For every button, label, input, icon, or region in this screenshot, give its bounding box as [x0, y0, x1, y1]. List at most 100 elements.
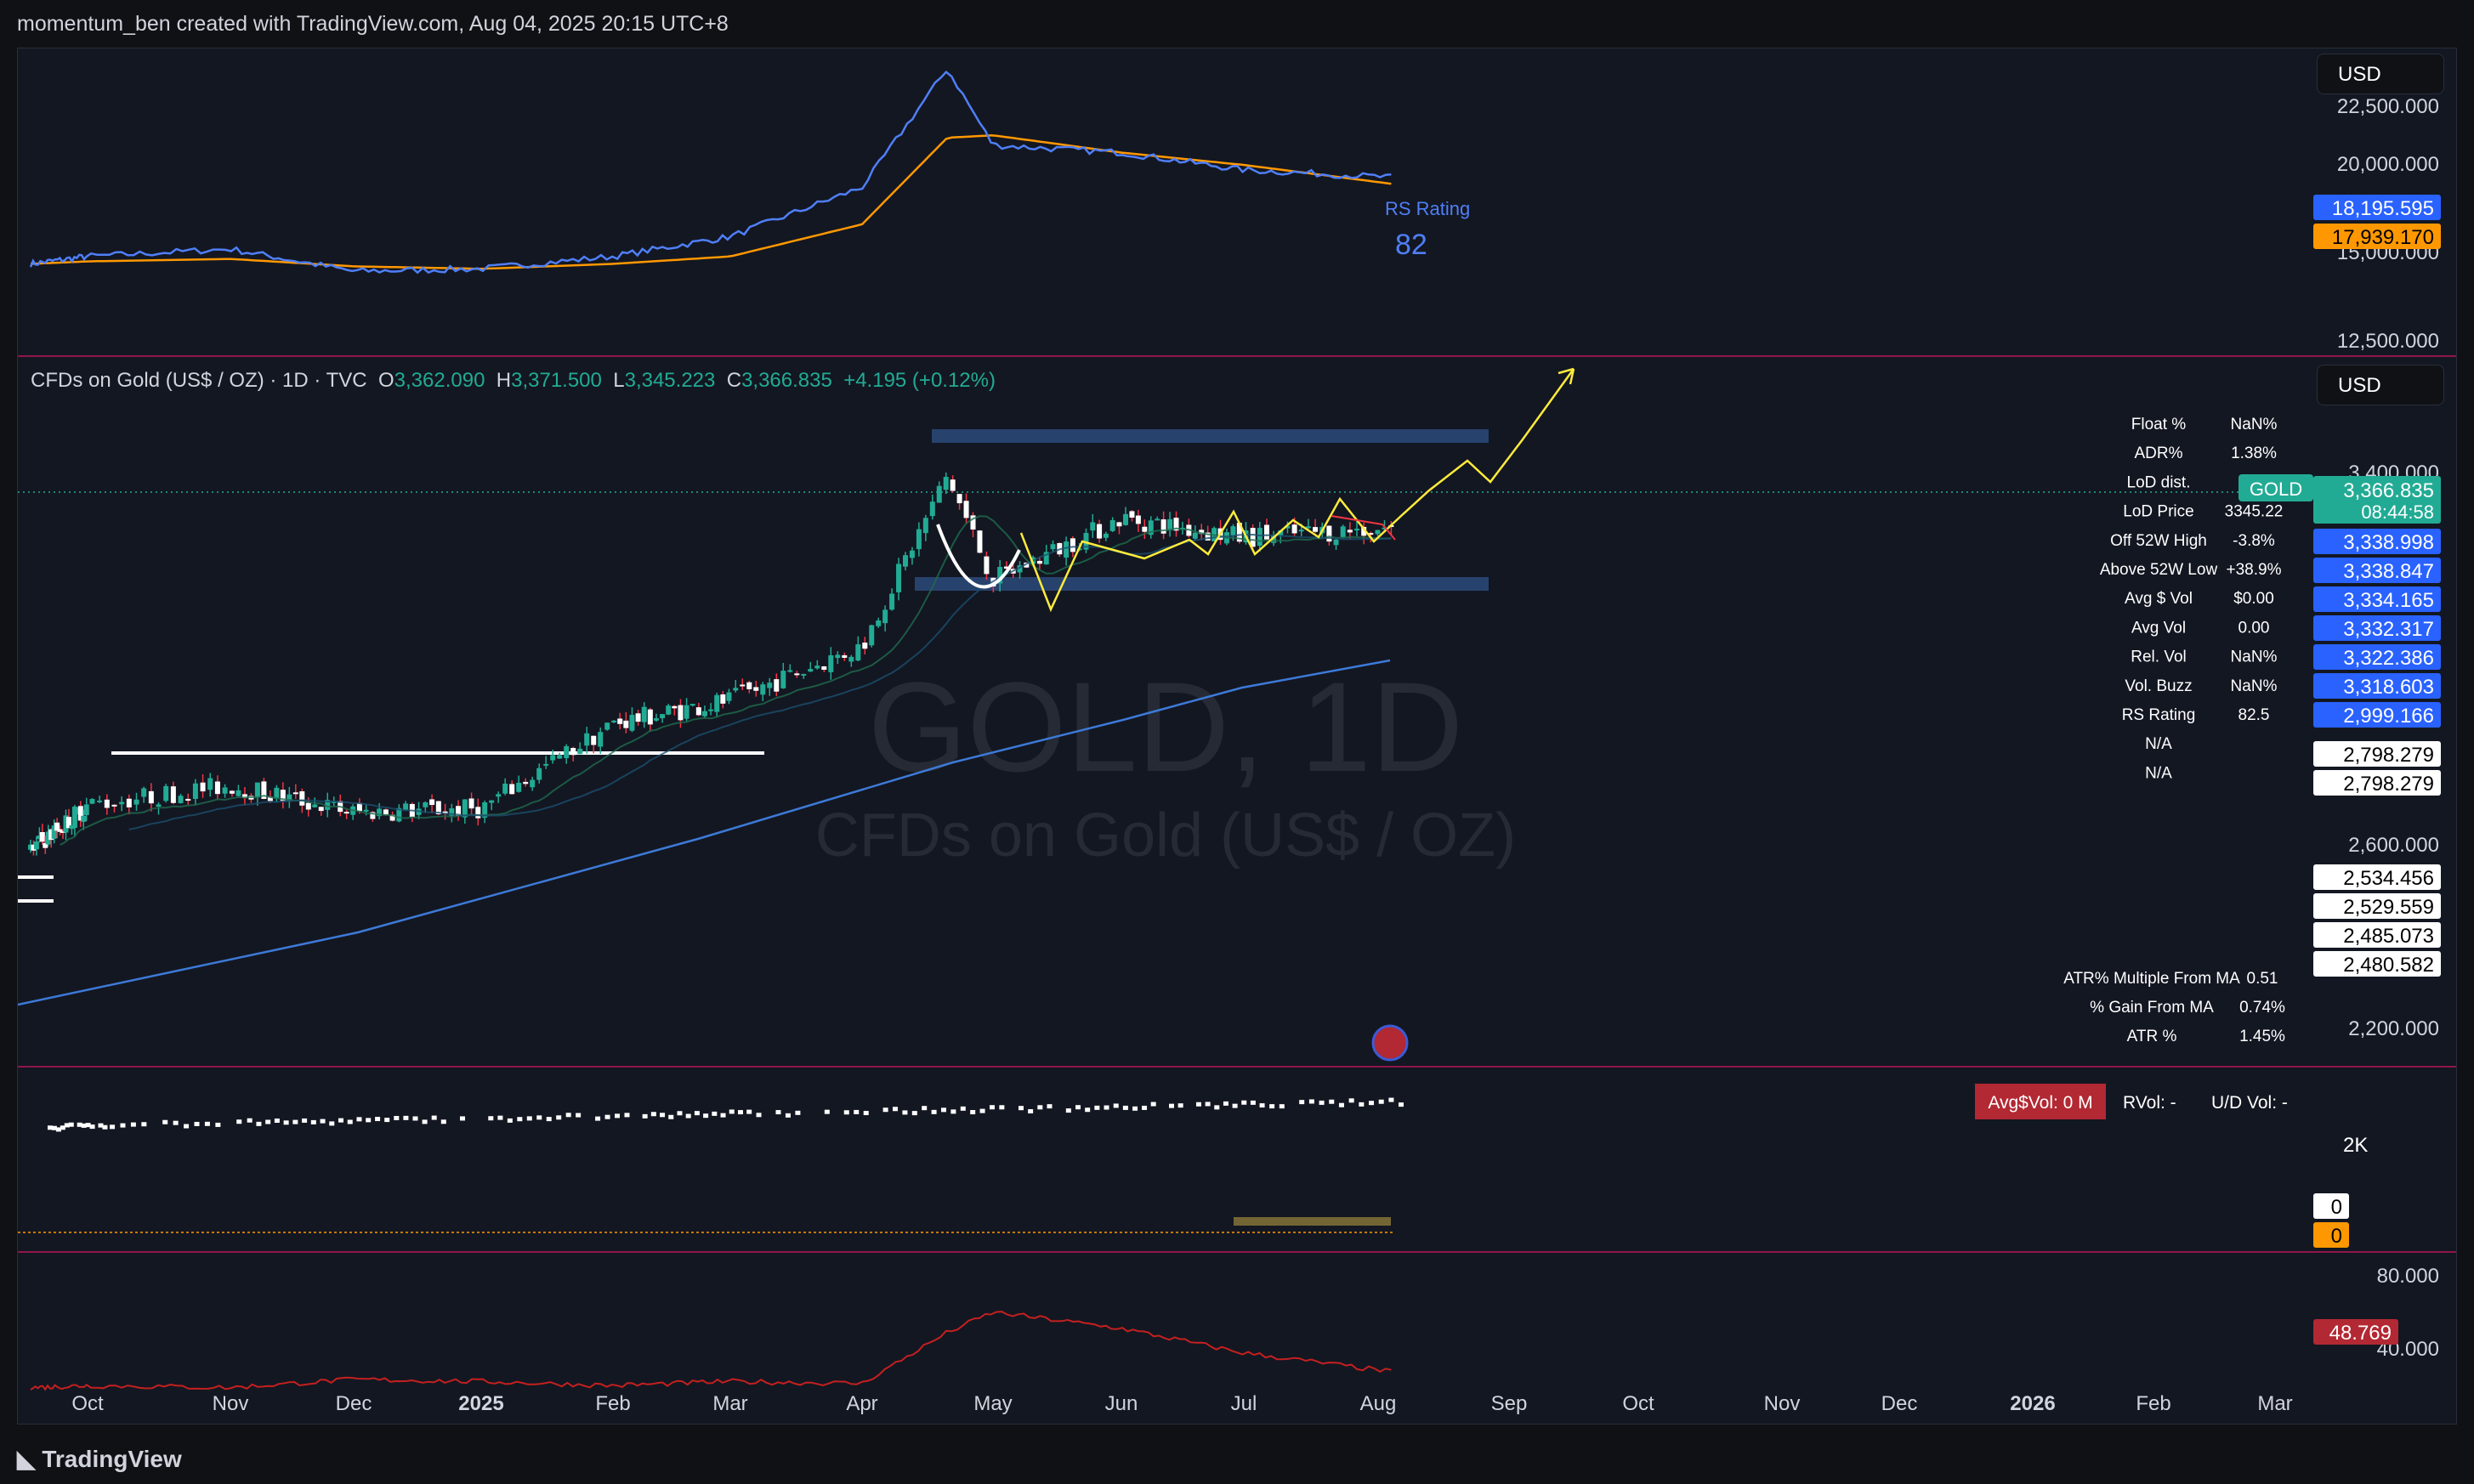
candle-body	[1285, 525, 1291, 529]
level-value-tag: 2,798.279	[2343, 773, 2434, 796]
volume-dot	[556, 1115, 562, 1120]
stats-value: 0.00	[2239, 619, 2270, 637]
time-axis-label: Sep	[1491, 1392, 1528, 1415]
chart-frame[interactable]: GOLD, 1D CFDs on Gold (US$ / OZ) Float %…	[17, 48, 2457, 1425]
candle-body	[287, 794, 292, 801]
candle-body	[312, 804, 318, 807]
rsi-axis-tick: 80.000	[2377, 1265, 2439, 1288]
candle-body	[81, 815, 87, 822]
candle-body	[726, 692, 732, 701]
symbol-name[interactable]: CFDs on Gold (US$ / OZ) · 1D · TVC	[31, 369, 367, 392]
candle-body	[423, 802, 428, 807]
candle-body	[192, 783, 198, 799]
tradingview-logo[interactable]: ◣ TradingView	[17, 1445, 182, 1473]
chart-svg[interactable]: GOLD, 1D CFDs on Gold (US$ / OZ) Float %…	[18, 48, 2457, 1425]
rs-pane[interactable]	[29, 70, 1392, 275]
volume-dot	[999, 1105, 1005, 1110]
bar-countdown: 08:44:58	[2361, 501, 2434, 523]
volume-dot	[546, 1117, 552, 1122]
candle-body	[997, 567, 1003, 584]
volume-dot	[824, 1109, 830, 1114]
volume-dot	[989, 1105, 995, 1110]
time-axis-label: Nov	[213, 1392, 249, 1415]
volume-dot	[1250, 1100, 1256, 1105]
volume-dot	[729, 1109, 735, 1114]
volume-dot	[329, 1121, 335, 1126]
price-axis[interactable]: 22,500.00020,000.00015,000.00012,500.000…	[2239, 95, 2441, 1361]
currency-button-price[interactable]: USD	[2317, 365, 2444, 405]
gold-symbol-tag: GOLD	[2250, 479, 2302, 500]
candle-body	[929, 501, 935, 517]
gold-symbol-tag-bg	[2239, 474, 2313, 501]
candle-body	[363, 809, 369, 812]
volume-dot	[660, 1113, 666, 1118]
level-value-tag-bg	[2313, 951, 2441, 977]
volume-dot	[1223, 1101, 1228, 1106]
candle-body	[660, 714, 666, 719]
candle-body	[185, 798, 191, 801]
candle-body	[557, 755, 563, 759]
short-term-line	[1331, 515, 1396, 541]
rs-price-tag: 18,195.595	[2332, 197, 2434, 220]
candle-body	[468, 798, 474, 809]
volume-dot	[274, 1119, 280, 1124]
volume-dot	[650, 1112, 656, 1117]
candle-body	[325, 800, 331, 810]
stats-label: Avg $ Vol	[2125, 590, 2193, 608]
ma-value-tag: 3,334.165	[2343, 589, 2434, 612]
candle-body	[842, 654, 848, 658]
candle-body	[922, 518, 928, 534]
rsi-value-tag: 48.769	[2329, 1322, 2392, 1345]
candle-body	[54, 822, 60, 831]
rsi-pane[interactable]	[30, 1311, 1392, 1391]
candle-body	[71, 807, 77, 828]
resistance-zone	[932, 429, 1489, 443]
rs-rating-label: RS Rating	[1385, 198, 1470, 219]
candle-body	[1326, 525, 1332, 542]
stats-value: $0.00	[2233, 590, 2274, 608]
atr-value: 0.74%	[2239, 999, 2285, 1017]
candle-body	[1263, 524, 1269, 540]
time-axis[interactable]: Oct Nov Dec 2025 Feb Mar Apr May Jun Jul Aug Sep Oct…	[71, 1392, 2292, 1415]
ma-value-tag-bg	[2313, 529, 2441, 554]
time-axis-label: Jul	[1231, 1392, 1257, 1415]
candle-body	[1142, 526, 1148, 532]
candle-body	[48, 829, 54, 841]
candle-body	[1250, 528, 1256, 547]
ma-value-tag: 3,322.386	[2343, 647, 2434, 670]
volume-dot	[1319, 1100, 1325, 1105]
candle-body	[530, 779, 536, 788]
candle-body	[1192, 532, 1198, 539]
volume-dot	[746, 1109, 752, 1114]
level-value-tag-bg	[2313, 893, 2441, 919]
candle-body	[623, 720, 629, 728]
candle-body	[200, 782, 206, 792]
candle-body	[126, 798, 132, 807]
volume-dot	[256, 1121, 262, 1126]
rsi-line	[30, 1311, 1392, 1391]
candle-body	[37, 835, 43, 839]
open-label: O	[377, 369, 394, 392]
price-pane[interactable]: Float % NaN% ADR% 1.38% LoD dist. LoD Price 33…	[18, 367, 2313, 1045]
volume-pane[interactable]: 2K	[18, 1097, 2368, 1233]
level-value-tag-bg	[2313, 864, 2441, 890]
candle-body	[678, 705, 684, 721]
candle-body	[1257, 528, 1263, 547]
volume-dot	[854, 1109, 860, 1114]
candle-body	[876, 620, 882, 626]
volume-dot	[677, 1111, 683, 1116]
candle-body	[496, 794, 502, 797]
volume-dot	[703, 1113, 709, 1119]
watermark-ticker: GOLD, 1D	[868, 655, 1463, 798]
currency-button-rs[interactable]: USD	[2317, 54, 2444, 94]
candle-body	[550, 755, 556, 761]
candle-body	[523, 781, 529, 784]
candle-body	[69, 825, 75, 830]
candle-body	[280, 790, 286, 801]
volume-dot	[642, 1113, 648, 1119]
candle-body	[475, 807, 481, 818]
candle-body	[267, 796, 273, 801]
candle-body	[39, 832, 45, 842]
candle-body	[1090, 522, 1096, 531]
us-flag-event-icon[interactable]	[1371, 1024, 1409, 1062]
